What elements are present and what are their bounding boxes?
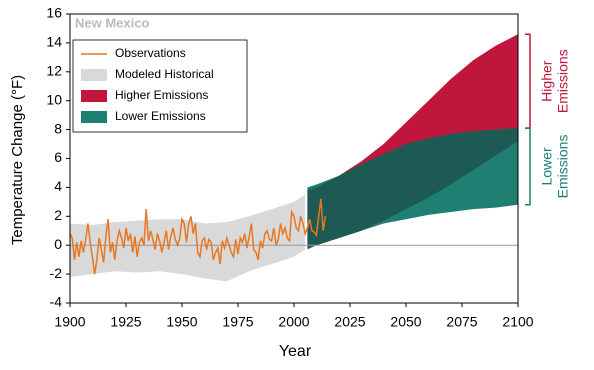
x-tick-label: 1900 bbox=[54, 314, 85, 330]
y-tick-label: 16 bbox=[46, 5, 62, 21]
y-tick-label: 0 bbox=[54, 236, 62, 252]
band-overlap bbox=[307, 128, 518, 249]
y-tick-label: 4 bbox=[54, 178, 62, 194]
y-tick-label: 2 bbox=[54, 207, 62, 223]
x-tick-label: 2100 bbox=[502, 314, 533, 330]
x-tick-label: 2025 bbox=[334, 314, 365, 330]
observation-line bbox=[69, 198, 327, 275]
y-tick-label: -2 bbox=[50, 265, 63, 281]
x-tick-label: 1950 bbox=[166, 314, 197, 330]
annotation: Higher bbox=[539, 60, 555, 102]
legend-label: Observations bbox=[115, 46, 186, 60]
legend-label: Modeled Historical bbox=[115, 67, 214, 81]
legend-swatch bbox=[81, 111, 107, 123]
x-axis-label: Year bbox=[279, 343, 312, 360]
legend-label: Lower Emissions bbox=[115, 109, 206, 123]
legend-swatch bbox=[81, 69, 107, 81]
x-tick-label: 2050 bbox=[390, 314, 421, 330]
y-tick-label: 8 bbox=[54, 120, 62, 136]
x-tick-label: 1925 bbox=[110, 314, 141, 330]
legend-swatch bbox=[81, 90, 107, 102]
y-tick-label: 12 bbox=[46, 63, 62, 79]
x-tick-label: 2000 bbox=[278, 314, 309, 330]
legend: Observations Modeled Historical Higher Emi… bbox=[72, 39, 248, 133]
chart-title: New Mexico bbox=[75, 15, 149, 30]
x-tick-label: 1975 bbox=[222, 314, 253, 330]
bracket bbox=[525, 33, 531, 129]
x-tick-label: 2075 bbox=[446, 314, 477, 330]
bracket bbox=[525, 127, 531, 206]
y-tick-label: 10 bbox=[46, 91, 62, 107]
y-tick-label: -4 bbox=[50, 294, 63, 310]
y-tick-label: 6 bbox=[54, 149, 62, 165]
y-axis-label: Temperature Change (°F) bbox=[9, 75, 26, 245]
annotation: Emissions bbox=[555, 135, 571, 199]
annotation: Lower bbox=[539, 147, 555, 185]
legend-label: Higher Emissions bbox=[115, 88, 208, 102]
annotation: Emissions bbox=[555, 49, 571, 113]
y-tick-label: 14 bbox=[46, 34, 62, 50]
